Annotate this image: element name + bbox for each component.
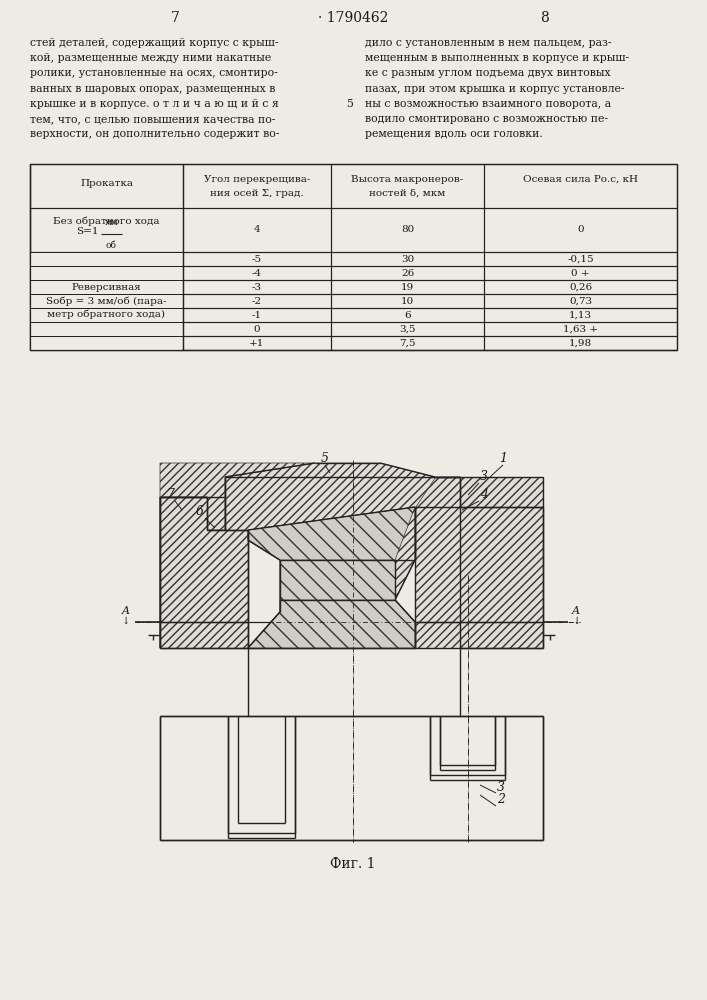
Text: 80: 80	[401, 226, 414, 234]
Text: Высота макронеров-: Высота макронеров-	[351, 174, 464, 184]
Bar	[31, 336, 182, 350]
Text: Sобр = 3 мм/об (пара-: Sобр = 3 мм/об (пара-	[46, 296, 167, 306]
Text: 7,5: 7,5	[399, 338, 416, 348]
Text: -2: -2	[252, 296, 262, 306]
Text: ↓: ↓	[122, 617, 130, 626]
Text: крышке и в корпусе. о т л и ч а ю щ и й с я: крышке и в корпусе. о т л и ч а ю щ и й …	[30, 99, 279, 109]
Text: тем, что, с целью повышения качества по-: тем, что, с целью повышения качества по-	[30, 114, 275, 124]
Bar	[31, 266, 182, 279]
Text: 1,13: 1,13	[569, 310, 592, 320]
Text: S=1: S=1	[76, 228, 98, 236]
Polygon shape	[160, 463, 460, 648]
Polygon shape	[160, 497, 248, 648]
Text: ны с возможностью взаимного поворота, а: ны с возможностью взаимного поворота, а	[365, 99, 611, 109]
Text: кой, размещенные между ними накатные: кой, размещенные между ними накатные	[30, 53, 271, 63]
Text: 10: 10	[401, 296, 414, 306]
Text: 19: 19	[401, 282, 414, 292]
Polygon shape	[280, 560, 395, 600]
Bar	[31, 294, 182, 308]
Text: 1: 1	[499, 452, 507, 465]
Text: 3,5: 3,5	[399, 324, 416, 334]
Polygon shape	[225, 477, 435, 530]
Bar	[31, 280, 182, 294]
Bar	[30, 164, 677, 350]
Text: 0 +: 0 +	[571, 268, 590, 277]
Text: 4: 4	[254, 226, 260, 234]
Text: 3: 3	[497, 781, 505, 794]
Text: ↓: ↓	[573, 617, 581, 626]
Text: пазах, при этом крышка и корпус установле-: пазах, при этом крышка и корпус установл…	[365, 84, 624, 94]
Text: +1: +1	[250, 338, 264, 348]
Text: метр обратного хода): метр обратного хода)	[47, 309, 165, 319]
Bar	[31, 322, 182, 336]
Polygon shape	[248, 600, 415, 648]
Text: 30: 30	[401, 254, 414, 263]
Text: ванных в шаровых опорах, размещенных в: ванных в шаровых опорах, размещенных в	[30, 84, 275, 94]
Text: Без обратного хода: Без обратного хода	[53, 217, 160, 227]
Text: A: A	[572, 606, 580, 616]
Text: 0,73: 0,73	[569, 296, 592, 306]
Text: 7: 7	[166, 488, 174, 501]
Text: -3: -3	[252, 282, 262, 292]
Text: ностей δ, мкм: ностей δ, мкм	[369, 188, 445, 198]
Text: -4: -4	[252, 268, 262, 277]
Text: -5: -5	[252, 254, 262, 263]
Text: -1: -1	[252, 310, 262, 320]
Polygon shape	[460, 477, 543, 648]
Text: мещенным в выполненных в корпусе и крыш-: мещенным в выполненных в корпусе и крыш-	[365, 53, 629, 63]
Text: 3: 3	[480, 470, 488, 483]
Text: -0,15: -0,15	[567, 254, 594, 263]
Text: ке с разным углом подъема двух винтовых: ке с разным углом подъема двух винтовых	[365, 68, 611, 78]
Text: 4: 4	[480, 488, 488, 501]
Text: мм: мм	[105, 218, 118, 227]
Polygon shape	[415, 477, 460, 648]
Text: верхности, он дополнительно содержит во-: верхности, он дополнительно содержит во-	[30, 129, 279, 139]
Text: 7: 7	[170, 11, 180, 25]
Text: Фиг. 1: Фиг. 1	[330, 857, 375, 871]
Polygon shape	[248, 507, 415, 560]
Text: ния осей Σ, град.: ния осей Σ, град.	[210, 188, 304, 198]
Text: 6: 6	[196, 505, 204, 518]
Text: 0: 0	[254, 324, 260, 334]
Text: · 1790462: · 1790462	[318, 11, 388, 25]
Polygon shape	[248, 600, 415, 648]
Text: 6: 6	[404, 310, 411, 320]
Text: 1,63 +: 1,63 +	[563, 324, 598, 334]
Text: Угол перекрещива-: Угол перекрещива-	[204, 174, 310, 184]
Text: A: A	[122, 606, 130, 616]
Text: Прокатка: Прокатка	[80, 180, 133, 188]
Text: Осевая сила Pо.с, кН: Осевая сила Pо.с, кН	[523, 174, 638, 184]
Text: 8: 8	[541, 11, 549, 25]
Text: об: об	[106, 241, 117, 250]
Text: водило смонтировано с возможностью пе-: водило смонтировано с возможностью пе-	[365, 114, 608, 124]
Text: ремещения вдоль оси головки.: ремещения вдоль оси головки.	[365, 129, 543, 139]
Text: 0: 0	[577, 226, 584, 234]
Text: 5: 5	[346, 99, 354, 109]
Bar	[31, 308, 182, 322]
Text: 5: 5	[321, 452, 329, 465]
Text: 1,98: 1,98	[569, 338, 592, 348]
Text: 26: 26	[401, 268, 414, 277]
Text: стей деталей, содержащий корпус с крыш-: стей деталей, содержащий корпус с крыш-	[30, 38, 279, 48]
Text: Реверсивная: Реверсивная	[71, 284, 141, 292]
Text: 2: 2	[497, 793, 505, 806]
Text: дило с установленным в нем пальцем, раз-: дило с установленным в нем пальцем, раз-	[365, 38, 612, 48]
Text: ролики, установленные на осях, смонтиро-: ролики, установленные на осях, смонтиро-	[30, 68, 278, 78]
Bar	[31, 252, 182, 265]
Text: 0,26: 0,26	[569, 282, 592, 292]
Polygon shape	[160, 463, 315, 530]
Polygon shape	[248, 507, 415, 600]
